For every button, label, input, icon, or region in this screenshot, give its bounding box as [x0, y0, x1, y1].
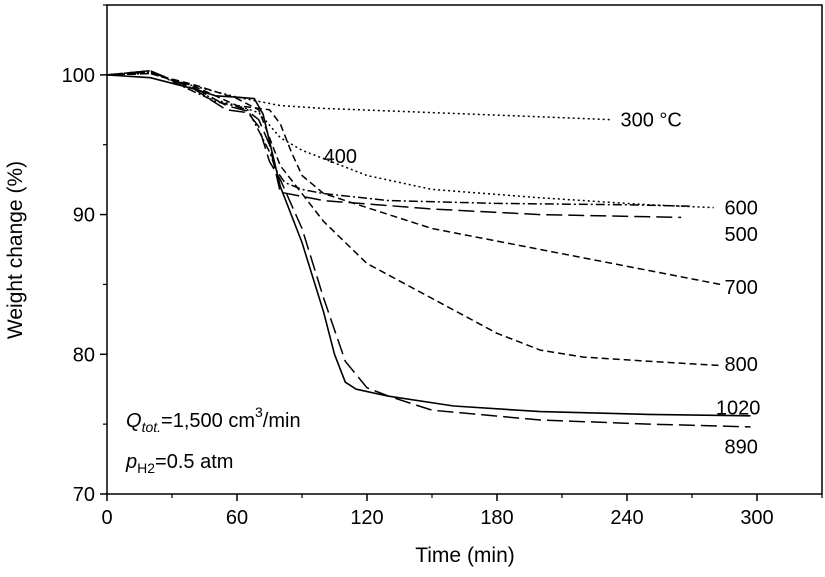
- series-line: [106, 72, 721, 286]
- x-tick-label: 180: [480, 507, 513, 529]
- y-axis-title: Weight change (%): [4, 161, 27, 339]
- series-line: [106, 69, 751, 428]
- x-tick-label: 240: [610, 507, 643, 529]
- x-tick-label: 120: [350, 507, 383, 529]
- y-tick-label: 90: [73, 205, 95, 227]
- curves: [106, 69, 751, 428]
- x-tick-label: 60: [226, 507, 248, 529]
- series-line: [106, 71, 714, 209]
- curve-label: 800: [725, 354, 758, 376]
- flow-rate-annotation: Qtot.=1,500 cm3/min: [126, 404, 301, 435]
- series-line: [106, 71, 682, 219]
- series-line: [106, 72, 610, 121]
- series-line: [106, 72, 721, 367]
- plot-frame: [106, 4, 823, 495]
- curve-label: 300 °C: [621, 110, 682, 132]
- x-tick-label: 300: [740, 507, 773, 529]
- x-axis-title: Time (min): [415, 544, 515, 567]
- curve-label: 890: [725, 436, 758, 458]
- series-line: [106, 74, 751, 417]
- x-tick-label: 0: [101, 507, 112, 529]
- pressure-annotation: pH2=0.5 atm: [125, 451, 233, 476]
- curve-label: 700: [725, 277, 758, 299]
- y-tick-label: 80: [73, 344, 95, 366]
- curve-label: 500: [725, 224, 758, 246]
- curve-labels: 300 °C 400 600 500 700 800 1020 890: [324, 110, 761, 459]
- curve-label: 1020: [716, 397, 761, 419]
- series-line: [106, 69, 693, 207]
- y-tick-label: 70: [73, 484, 95, 506]
- curve-label: 400: [324, 146, 357, 168]
- y-tick-label: 100: [62, 65, 95, 87]
- curve-label: 600: [725, 198, 758, 220]
- axes: 0 60 120 180 240 300 70 80 90 100: [62, 4, 823, 529]
